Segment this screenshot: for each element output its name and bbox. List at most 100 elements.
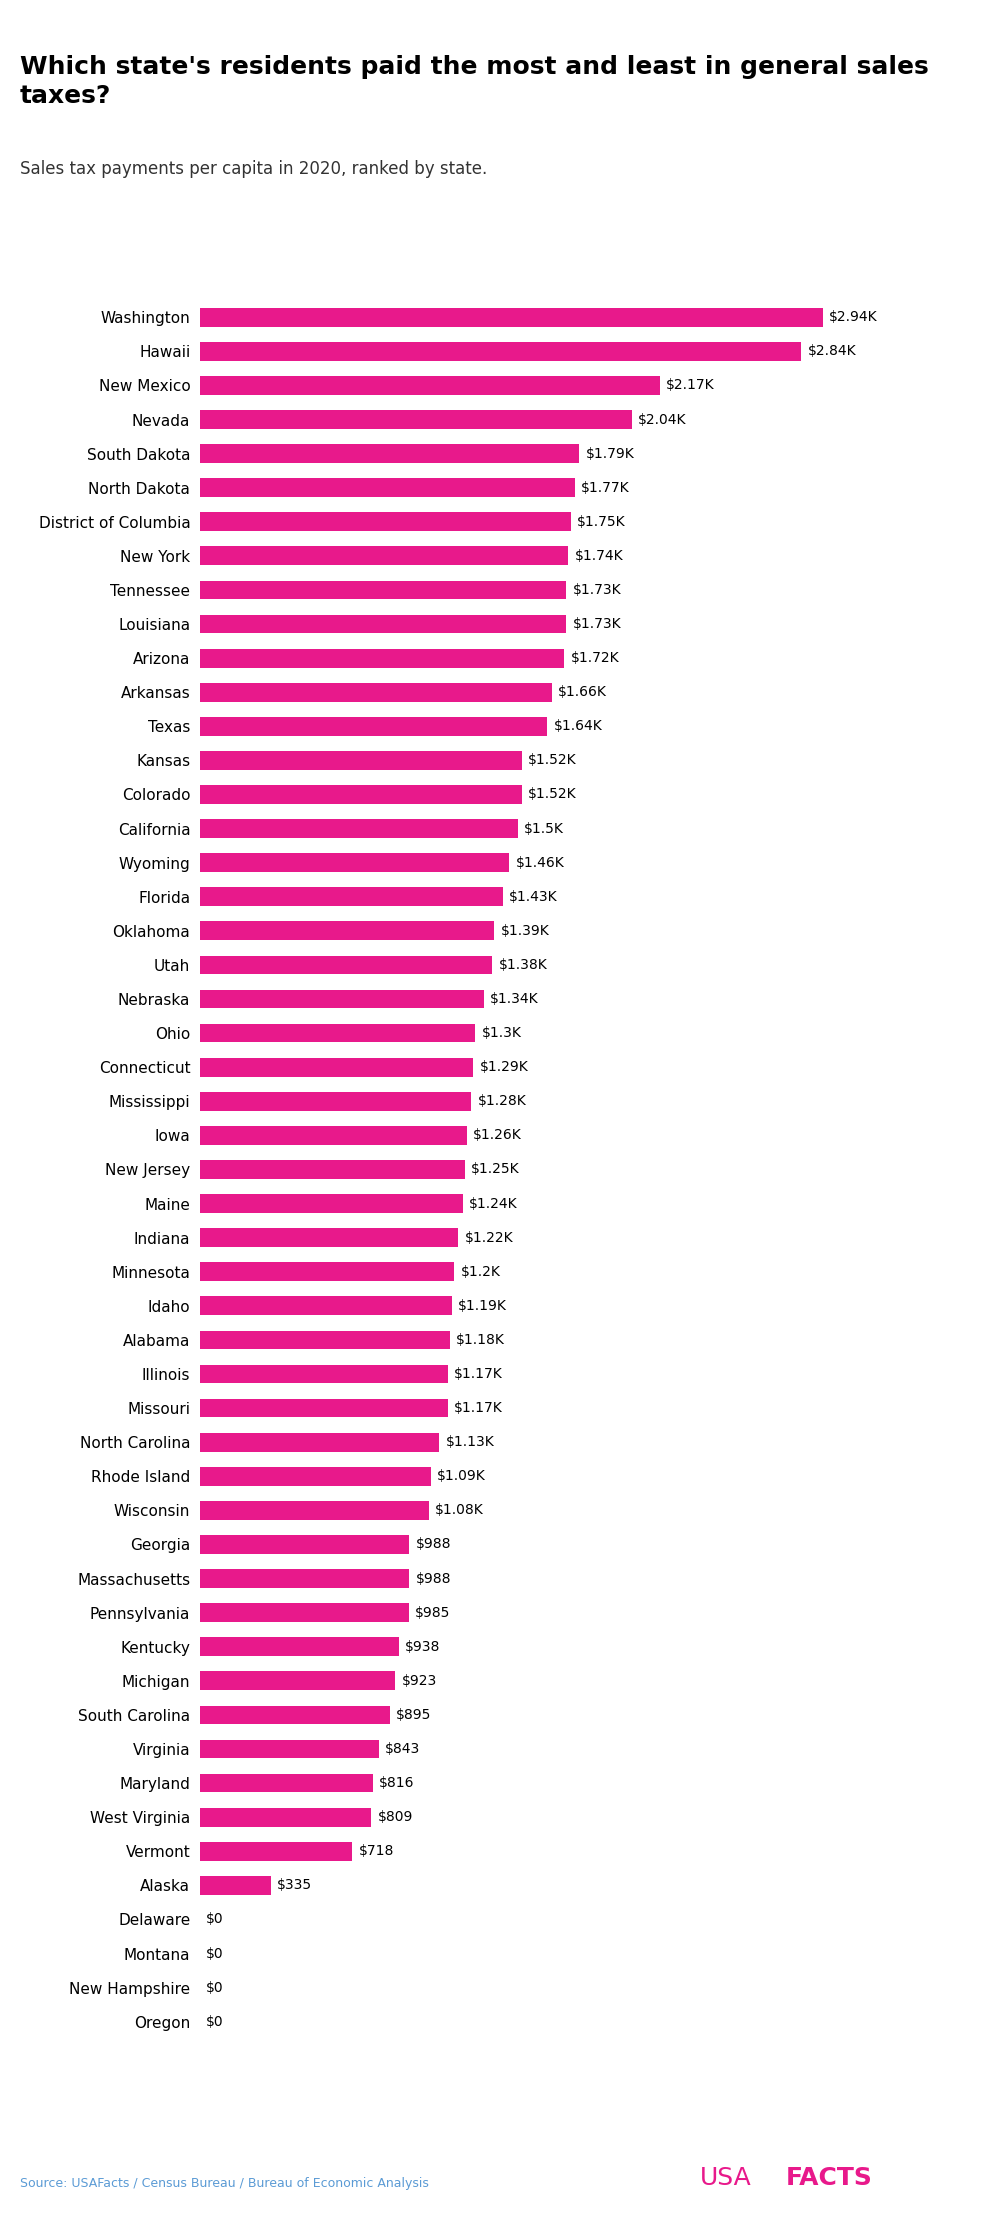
Bar — [200, 1705, 390, 1725]
Text: $843: $843 — [385, 1743, 420, 1756]
Bar — [200, 922, 494, 940]
Bar — [200, 956, 492, 973]
Text: $1.73K: $1.73K — [573, 583, 621, 596]
Bar — [200, 1603, 409, 1623]
Bar — [200, 1159, 465, 1179]
Bar — [200, 854, 509, 871]
Bar — [200, 443, 579, 463]
Bar — [200, 341, 801, 361]
Text: $1.09K: $1.09K — [437, 1470, 486, 1483]
Text: $1.18K: $1.18K — [456, 1332, 505, 1348]
Bar — [200, 1228, 458, 1246]
Bar — [200, 1468, 431, 1485]
Bar — [200, 989, 484, 1009]
Bar — [200, 1195, 463, 1213]
Bar — [200, 1876, 271, 1896]
Bar — [200, 1672, 395, 1689]
Text: $1.17K: $1.17K — [454, 1368, 503, 1381]
Text: Sales tax payments per capita in 2020, ranked by state.: Sales tax payments per capita in 2020, r… — [20, 160, 487, 177]
Text: $1.28K: $1.28K — [477, 1095, 526, 1108]
Text: $2.84K: $2.84K — [808, 344, 856, 359]
Bar — [200, 1501, 429, 1519]
Text: $1.24K: $1.24K — [469, 1197, 518, 1210]
Text: $1.26K: $1.26K — [473, 1128, 522, 1142]
Text: $1.29K: $1.29K — [480, 1060, 528, 1075]
Text: $816: $816 — [379, 1776, 415, 1789]
Text: Which state's residents paid the most and least in general sales
taxes?: Which state's residents paid the most an… — [20, 55, 929, 109]
Text: $1.43K: $1.43K — [509, 889, 558, 905]
Bar — [200, 1399, 448, 1417]
Text: $1.79K: $1.79K — [585, 446, 634, 461]
Text: $1.3K: $1.3K — [482, 1026, 522, 1040]
Text: $718: $718 — [358, 1845, 394, 1858]
Bar — [200, 1261, 454, 1281]
Bar — [200, 650, 564, 667]
Bar — [200, 716, 547, 736]
Text: $895: $895 — [396, 1707, 431, 1723]
Bar — [200, 1330, 450, 1350]
Text: $985: $985 — [415, 1605, 450, 1621]
Text: $1.46K: $1.46K — [516, 856, 564, 869]
Bar — [200, 1774, 373, 1794]
Text: $0: $0 — [206, 1947, 224, 1960]
Text: $335: $335 — [277, 1878, 312, 1893]
Text: USA: USA — [700, 2166, 752, 2190]
Bar — [200, 581, 566, 599]
Text: $1.73K: $1.73K — [573, 616, 621, 632]
Bar — [200, 410, 632, 428]
Bar — [200, 1570, 409, 1587]
Text: $1.39K: $1.39K — [501, 924, 549, 938]
Bar — [200, 752, 522, 769]
Bar — [200, 785, 522, 805]
Text: $0: $0 — [206, 2015, 224, 2029]
Bar — [200, 1093, 471, 1111]
Text: $1.52K: $1.52K — [528, 787, 577, 803]
Bar — [200, 1297, 452, 1315]
Bar — [200, 479, 575, 497]
Bar — [200, 683, 552, 701]
Text: $2.94K: $2.94K — [829, 310, 878, 324]
Text: $0: $0 — [206, 1913, 224, 1927]
Text: $1.17K: $1.17K — [454, 1401, 503, 1414]
Text: $2.04K: $2.04K — [638, 412, 687, 426]
Bar — [200, 1534, 409, 1554]
Text: $1.08K: $1.08K — [435, 1503, 484, 1516]
Bar — [200, 614, 566, 634]
Bar — [200, 1126, 467, 1144]
Text: $938: $938 — [405, 1641, 440, 1654]
Text: $1.22K: $1.22K — [465, 1230, 513, 1244]
Text: $1.75K: $1.75K — [577, 514, 626, 530]
Bar — [200, 377, 660, 395]
Text: $1.72K: $1.72K — [571, 652, 619, 665]
Text: $809: $809 — [378, 1809, 413, 1825]
Bar — [200, 1842, 352, 1860]
Text: $988: $988 — [416, 1572, 451, 1585]
Text: $1.74K: $1.74K — [575, 550, 623, 563]
Text: FACTS: FACTS — [786, 2166, 873, 2190]
Text: $2.17K: $2.17K — [666, 379, 715, 392]
Bar — [200, 1024, 475, 1042]
Text: $1.77K: $1.77K — [581, 481, 630, 494]
Text: $1.5K: $1.5K — [524, 823, 564, 836]
Text: $1.66K: $1.66K — [558, 685, 607, 698]
Bar — [200, 1638, 399, 1656]
Bar — [200, 545, 568, 565]
Text: $1.2K: $1.2K — [460, 1264, 500, 1279]
Text: $1.13K: $1.13K — [446, 1434, 494, 1450]
Text: Source: USAFacts / Census Bureau / Bureau of Economic Analysis: Source: USAFacts / Census Bureau / Burea… — [20, 2177, 429, 2190]
Text: $0: $0 — [206, 1980, 224, 1995]
Bar — [200, 1366, 448, 1383]
Bar — [200, 1058, 473, 1077]
Text: $1.25K: $1.25K — [471, 1162, 520, 1177]
Bar — [200, 887, 503, 907]
Bar — [200, 820, 518, 838]
Text: $988: $988 — [416, 1536, 451, 1552]
Text: $923: $923 — [402, 1674, 437, 1687]
Text: $1.38K: $1.38K — [499, 958, 547, 971]
Bar — [200, 512, 571, 532]
Bar — [200, 1740, 379, 1758]
Text: $1.34K: $1.34K — [490, 991, 539, 1007]
Text: $1.19K: $1.19K — [458, 1299, 507, 1312]
Text: $1.64K: $1.64K — [554, 718, 602, 734]
Text: $1.52K: $1.52K — [528, 754, 577, 767]
